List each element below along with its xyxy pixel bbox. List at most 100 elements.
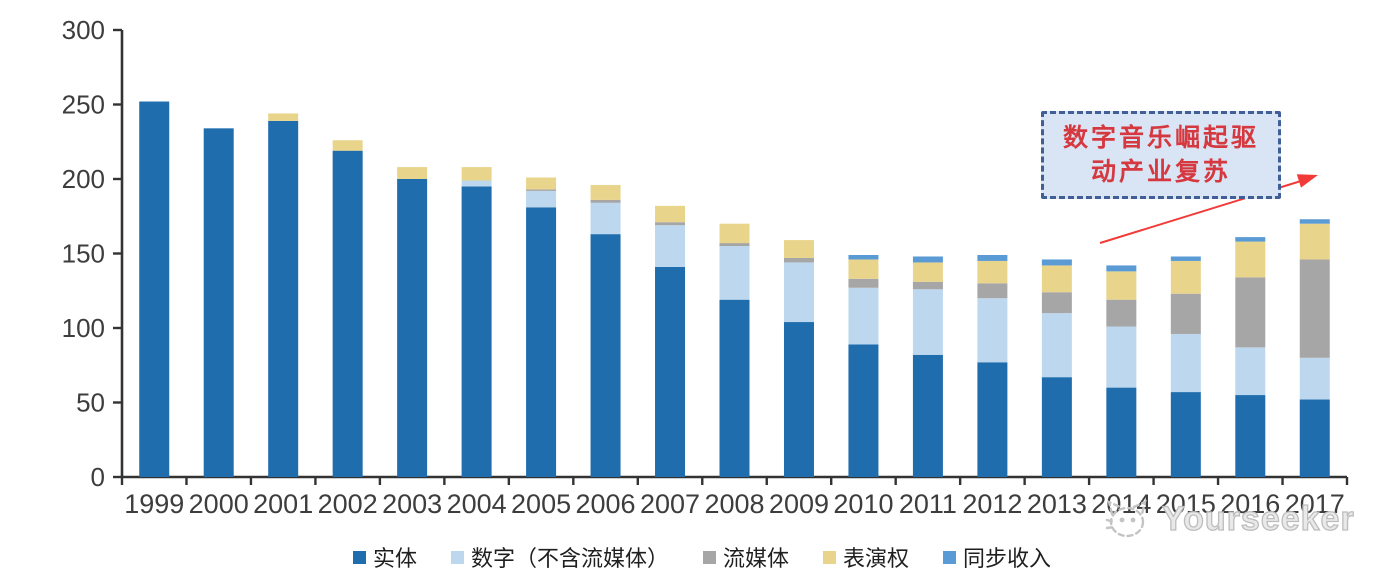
bar-segment [461,180,492,187]
bar-segment [655,205,686,223]
bar-segment [1235,237,1266,242]
x-tick-label: 2010 [833,489,893,519]
bar-segment [977,283,1008,299]
bar-segment [848,259,879,279]
x-tick-label: 2011 [899,489,957,519]
bar-segment [783,322,814,477]
bar-segment [1041,265,1072,293]
x-tick-label: 2014 [1091,489,1151,519]
bar-segment [1106,299,1137,327]
bar-segment [526,190,557,208]
bar-segment [590,234,621,477]
bar-segment [912,256,943,263]
legend-label: 实体 [372,546,417,571]
annotation-box: 数字音乐崛起驱 动产业复苏 [1041,111,1281,199]
bar-segment [397,167,428,179]
bar-segment [848,278,879,288]
bar-segment [1299,219,1330,224]
bar-segment [268,120,299,477]
bar-segment [397,179,428,477]
bar-segment [526,177,557,190]
chart-legend: 实体 数字（不含流媒体） 流媒体 表演权 同步收入 [122,541,1282,573]
bar-segment [590,184,621,200]
legend-swatch-icon [450,550,464,564]
bar-segment [461,186,492,477]
legend-label: 数字（不含流媒体） [470,546,669,571]
bar-segment [655,225,686,267]
legend-item-0: 实体 [352,541,417,573]
x-tick-label: 2008 [704,489,764,519]
x-tick-label: 2004 [447,489,507,519]
bar-segment [783,240,814,258]
bar-segment [1041,259,1072,266]
bar-segment [526,207,557,477]
x-tick-label: 2009 [769,489,829,519]
legend-swatch-icon [352,550,366,564]
x-tick-label: 1999 [124,489,184,519]
bar-segment [719,299,750,477]
x-tick-label: 2017 [1285,489,1345,519]
bar-segment [912,262,943,282]
annotation-arrow-head [1296,174,1318,188]
bar-segment [783,262,814,323]
bar-segment [1235,347,1266,396]
legend-swatch-icon [823,550,836,564]
y-tick-label: 200 [62,164,105,194]
legend-item-4: 同步收入 [943,541,1051,573]
bar-segment [1170,260,1201,294]
x-tick-label: 2005 [511,489,571,519]
x-tick-label: 2006 [576,489,636,519]
bar-segment [139,101,170,478]
bar-segment [912,281,943,290]
x-tick-label: 2015 [1156,489,1216,519]
bar-segment [1106,326,1137,388]
bar-segment [1235,277,1266,348]
bar-segment [977,298,1008,363]
y-tick-label: 100 [62,313,105,343]
bar-segment [848,344,879,477]
y-tick-label: 50 [76,388,105,418]
y-tick-label: 0 [91,462,105,492]
bar-segment [590,199,621,203]
bar-segment [1235,241,1266,278]
legend-label: 同步收入 [963,546,1052,571]
bar-segment [1170,392,1201,477]
annotation-text-line1: 数字音乐崛起驱 [1062,124,1259,152]
bar-segment [1041,313,1072,378]
bar-segment [1170,333,1201,393]
bar-segment [1106,271,1137,300]
bar-segment [719,243,750,247]
bar-segment [1041,292,1072,314]
bar-segment [977,260,1008,284]
bar-segment [1106,265,1137,272]
bar-segment [1041,377,1072,477]
bar-segment [1170,256,1201,261]
bar-segment [977,254,1008,261]
x-tick-label: 2003 [382,489,442,519]
bar-segment [332,140,363,151]
bar-segment [655,266,686,477]
bar-segment [203,128,234,477]
bar-segment [1299,223,1330,260]
bar-segment [783,257,814,263]
bar-segment [1299,357,1330,400]
bar-segment [1299,259,1330,358]
annotation-text-line2: 动产业复苏 [1090,158,1231,186]
y-tick-label: 250 [62,90,105,120]
x-tick-label: 2000 [189,489,249,519]
legend-swatch-icon [943,550,957,564]
y-tick-label: 150 [62,239,105,269]
bar-segment [1235,395,1266,477]
x-tick-label: 2012 [962,489,1022,519]
bar-segment [719,223,750,244]
bar-segment [977,362,1008,477]
x-tick-label: 2016 [1220,489,1280,519]
x-tick-label: 2013 [1027,489,1087,519]
bar-segment [1299,399,1330,477]
bar-segment [590,202,621,235]
legend-label: 表演权 [843,546,910,571]
x-tick-label: 2007 [640,489,700,519]
bar-segment [1170,293,1201,334]
